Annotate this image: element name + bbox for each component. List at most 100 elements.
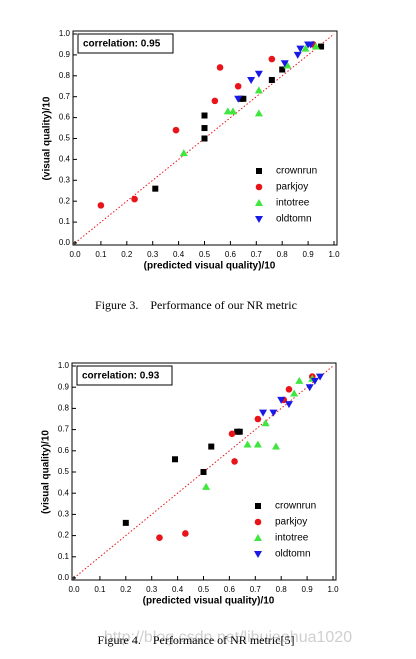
point bbox=[201, 125, 208, 132]
y-tick-label: 0.7 bbox=[58, 425, 70, 434]
y-tick-label: 0.8 bbox=[59, 71, 71, 80]
point bbox=[253, 440, 262, 448]
legend-marker bbox=[254, 534, 262, 541]
x-tick-label: 0.2 bbox=[121, 250, 133, 259]
point bbox=[216, 64, 224, 71]
y-tick-label: 1.0 bbox=[58, 361, 70, 370]
legend-marker bbox=[255, 199, 263, 206]
legend-label: parkjoy bbox=[275, 517, 307, 528]
point bbox=[228, 107, 237, 115]
point bbox=[305, 384, 314, 392]
point bbox=[223, 107, 232, 115]
x-tick-label: 0.6 bbox=[224, 585, 236, 594]
x-tick-label: 0.9 bbox=[303, 250, 315, 259]
point bbox=[202, 482, 211, 490]
y-tick-label: 0.5 bbox=[58, 467, 70, 476]
caption: Figure 3. Performance of our NR metric bbox=[95, 298, 297, 312]
point bbox=[228, 430, 236, 438]
point bbox=[156, 534, 163, 542]
point bbox=[261, 419, 270, 427]
x-tick-label: 0.7 bbox=[251, 250, 263, 259]
x-tick-label: 0.1 bbox=[95, 250, 107, 259]
y-tick-label: 0.6 bbox=[58, 446, 70, 455]
annotation: correlation: 0.93 bbox=[82, 371, 160, 382]
legend-marker bbox=[254, 518, 262, 526]
point bbox=[280, 60, 289, 68]
point bbox=[131, 195, 138, 203]
legend-label: intotree bbox=[275, 533, 309, 544]
point bbox=[231, 458, 238, 465]
x-tick-label: 0.0 bbox=[69, 250, 81, 259]
point bbox=[240, 95, 247, 102]
x-tick-label: 0.9 bbox=[302, 585, 314, 594]
point bbox=[234, 82, 242, 90]
point bbox=[295, 376, 304, 384]
point bbox=[97, 202, 105, 209]
annotation-box bbox=[77, 33, 174, 54]
point bbox=[284, 401, 293, 409]
legend-marker bbox=[256, 168, 262, 174]
y-tick-label: 0.9 bbox=[58, 382, 70, 391]
point bbox=[310, 377, 319, 385]
annotation: correlation: 0.95 bbox=[83, 39, 161, 50]
point bbox=[236, 428, 243, 435]
point bbox=[272, 442, 281, 450]
point bbox=[277, 396, 286, 404]
y-tick-label: 0.9 bbox=[59, 50, 71, 59]
point bbox=[259, 409, 268, 417]
point bbox=[243, 440, 252, 448]
point bbox=[268, 55, 276, 63]
x-axis-label: (predicted visual quality)/10 bbox=[144, 261, 276, 272]
x-tick-label: 0.1 bbox=[94, 585, 106, 594]
y-axis-label: (visual quality)/10 bbox=[42, 96, 53, 180]
y-tick-label: 0.0 bbox=[59, 238, 71, 247]
point bbox=[201, 112, 208, 119]
x-tick-label: 0.8 bbox=[276, 585, 288, 594]
y-tick-label: 0.1 bbox=[59, 217, 71, 226]
y-tick-label: 0.1 bbox=[58, 552, 70, 561]
x-tick-label: 0.4 bbox=[172, 585, 184, 594]
point bbox=[201, 135, 208, 142]
y-tick-label: 0.8 bbox=[58, 404, 70, 413]
point bbox=[316, 373, 325, 381]
x-tick-label: 0.3 bbox=[146, 585, 158, 594]
point bbox=[172, 456, 179, 463]
y-tick-label: 0.3 bbox=[59, 175, 71, 184]
point bbox=[269, 409, 278, 417]
x-tick-label: 0.8 bbox=[277, 250, 289, 259]
x-tick-label: 1.0 bbox=[328, 250, 340, 259]
x-tick-label: 0.7 bbox=[250, 585, 262, 594]
point bbox=[152, 185, 159, 192]
point bbox=[296, 45, 305, 53]
legend-label: oldtomn bbox=[276, 214, 312, 225]
point bbox=[172, 126, 180, 134]
point bbox=[182, 530, 189, 537]
y-tick-label: 0.5 bbox=[59, 134, 71, 143]
point bbox=[200, 469, 207, 475]
point bbox=[268, 76, 275, 83]
point bbox=[234, 95, 243, 103]
y-tick-label: 0.2 bbox=[59, 196, 71, 205]
point bbox=[254, 415, 262, 423]
caption: Figure 4. Performance of NR metric[5] bbox=[98, 633, 295, 647]
legend-label: intotree bbox=[276, 198, 310, 209]
point bbox=[122, 519, 129, 526]
x-tick-label: 0.5 bbox=[199, 250, 211, 259]
x-tick-label: 0.2 bbox=[120, 585, 132, 594]
y-axis-label: (visual quality)/10 bbox=[41, 430, 52, 514]
y-tick-label: 0.7 bbox=[59, 92, 71, 101]
legend-label: crownrun bbox=[276, 166, 317, 177]
y-tick-label: 0.6 bbox=[59, 113, 71, 122]
point bbox=[179, 149, 188, 157]
point bbox=[254, 86, 263, 94]
point bbox=[279, 66, 286, 73]
x-tick-label: 0.5 bbox=[198, 585, 210, 594]
x-tick-label: 0.4 bbox=[173, 250, 185, 259]
point bbox=[247, 76, 256, 84]
point bbox=[301, 44, 310, 52]
y-tick-label: 1.0 bbox=[59, 29, 71, 38]
point bbox=[254, 109, 263, 117]
point bbox=[254, 70, 263, 78]
point bbox=[306, 41, 315, 49]
